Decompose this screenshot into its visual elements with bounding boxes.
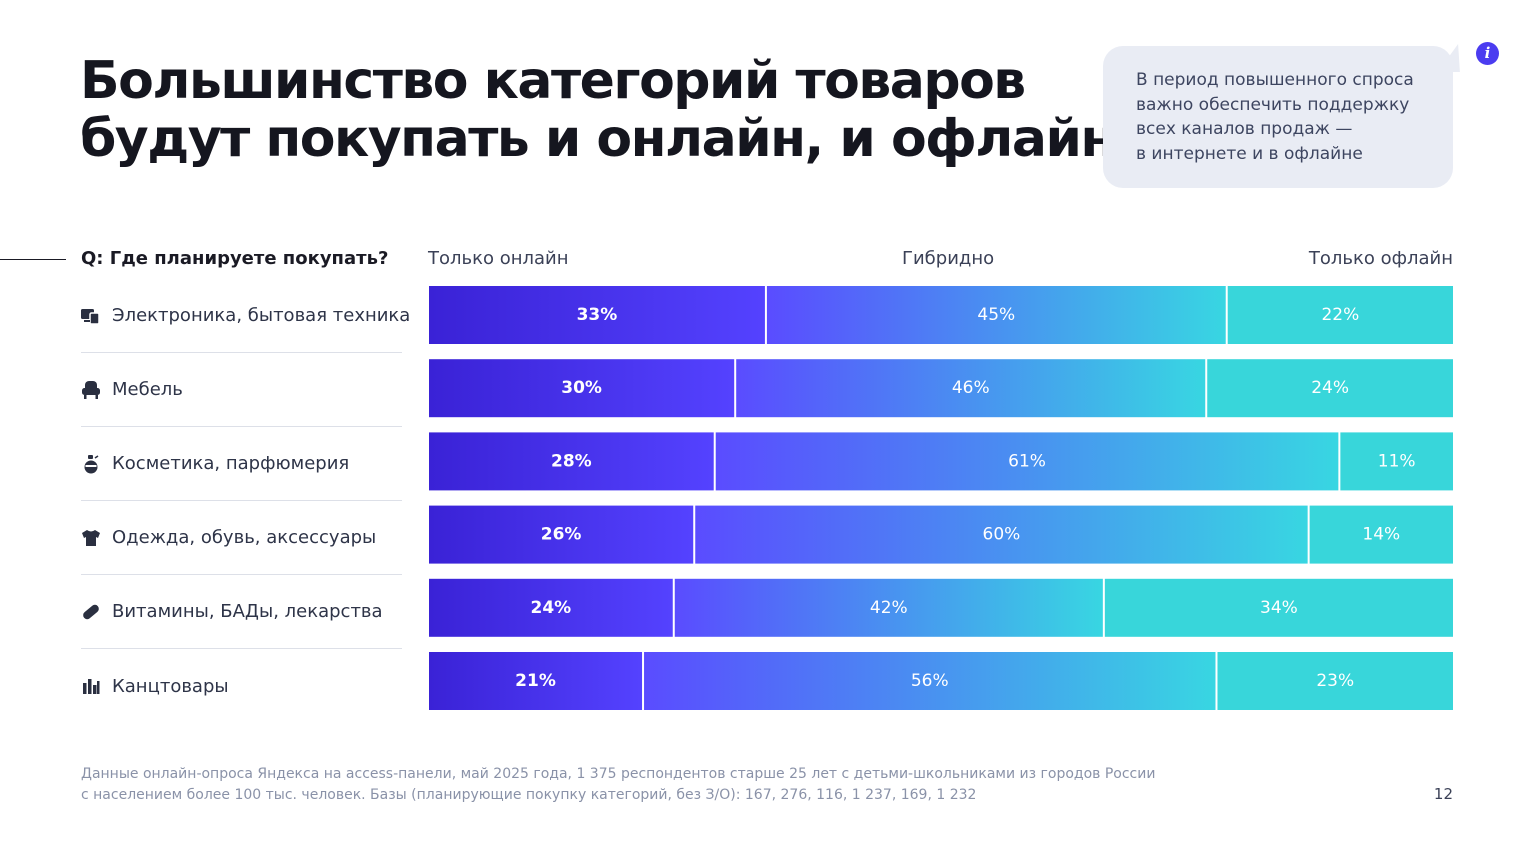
bar-only-offline	[1309, 505, 1453, 564]
category-row: Косметика, парфюмерия	[81, 427, 402, 501]
bar-hybrid	[644, 652, 1216, 710]
data-label-hybrid: 61%	[1008, 451, 1046, 471]
data-label-hybrid: 56%	[911, 671, 949, 691]
cosmetics-bottle-icon	[81, 454, 101, 474]
data-label-only-online: 21%	[515, 671, 556, 691]
legend-only-online: Только онлайн	[428, 248, 569, 269]
callout-line: В период повышенного спроса	[1136, 70, 1414, 90]
category-label: Косметика, парфюмерия	[112, 453, 350, 474]
callout-line: важно обеспечить поддержку	[1136, 94, 1410, 115]
pill-icon	[81, 602, 101, 622]
data-label-only-online: 26%	[541, 525, 582, 545]
data-label-only-offline: 24%	[1311, 378, 1349, 398]
category-label: Витамины, БАДы, лекарства	[112, 601, 383, 622]
info-icon[interactable]: i	[1476, 42, 1499, 65]
data-label-only-offline: 14%	[1362, 525, 1400, 545]
data-label-hybrid: 60%	[983, 525, 1021, 545]
bar-hybrid	[695, 505, 1308, 564]
category-label: Канцтовары	[112, 675, 229, 697]
tshirt-icon	[81, 528, 101, 548]
bar-hybrid	[766, 286, 1226, 344]
footnote-line: Данные онлайн-опроса Яндекса на access-п…	[81, 766, 1156, 782]
category-label: Одежда, обувь, аксессуары	[112, 527, 377, 548]
data-label-only-offline: 11%	[1378, 451, 1416, 471]
page-title: Большинство категорий товаров будут поку…	[80, 51, 1116, 169]
bar-only-offline	[1340, 432, 1453, 491]
insight-callout: В период повышенного спроса важно обеспе…	[1103, 46, 1453, 188]
bar-hybrid	[674, 578, 1103, 637]
category-row: Канцтовары	[81, 649, 402, 723]
data-label-only-offline: 34%	[1260, 598, 1298, 618]
category-label: Мебель	[112, 379, 183, 400]
bar-only-offline	[1217, 652, 1453, 710]
question-label: Q: Где планируете покупать?	[81, 248, 389, 269]
bar-hybrid	[736, 359, 1206, 418]
page-title-line-1: Большинство категорий товаров	[80, 51, 1026, 111]
data-label-hybrid: 46%	[952, 378, 990, 398]
category-row: Одежда, обувь, аксессуары	[81, 501, 402, 575]
footnote: Данные онлайн-опроса Яндекса на access-п…	[81, 764, 1281, 806]
data-label-only-online: 33%	[577, 305, 618, 325]
legend-only-offline: Только офлайн	[1308, 248, 1453, 269]
callout-line: всех каналов продаж —	[1136, 119, 1353, 139]
category-row: Мебель	[81, 353, 402, 427]
callout-line: в интернете и в офлайне	[1136, 143, 1363, 164]
bar-only-online	[429, 505, 694, 564]
page-title-line-2: будут покупать и онлайн, и офлайн	[80, 109, 1116, 169]
page-number: 12	[1433, 785, 1453, 803]
legend-hybrid: Гибридно	[902, 248, 995, 269]
data-label-only-online: 28%	[551, 451, 592, 471]
footnote-line: с населением более 100 тыс. человек. Баз…	[81, 787, 977, 803]
data-label-hybrid: 42%	[870, 598, 908, 618]
data-label-only-online: 24%	[531, 598, 572, 618]
bar-only-online	[429, 286, 765, 344]
stationery-icon	[81, 676, 101, 696]
data-label-only-online: 30%	[561, 378, 602, 398]
bar-only-offline	[1207, 359, 1453, 418]
data-label-only-offline: 23%	[1316, 671, 1354, 691]
data-label-only-offline: 22%	[1321, 305, 1359, 325]
bar-only-online	[429, 652, 643, 710]
category-row: Электроника, бытовая техника	[81, 279, 410, 353]
category-label: Электроника, бытовая техника	[112, 305, 411, 326]
data-label-hybrid: 45%	[977, 305, 1015, 325]
category-row: Витамины, БАДы, лекарства	[81, 575, 402, 649]
bar-hybrid	[715, 432, 1339, 491]
bar-only-online	[429, 359, 735, 418]
armchair-icon	[81, 380, 101, 400]
question-rule	[0, 259, 66, 260]
bar-only-online	[429, 578, 673, 637]
bar-only-offline	[1227, 286, 1453, 344]
devices-icon	[81, 306, 101, 326]
bar-only-offline	[1104, 578, 1453, 637]
bar-only-online	[429, 432, 714, 491]
